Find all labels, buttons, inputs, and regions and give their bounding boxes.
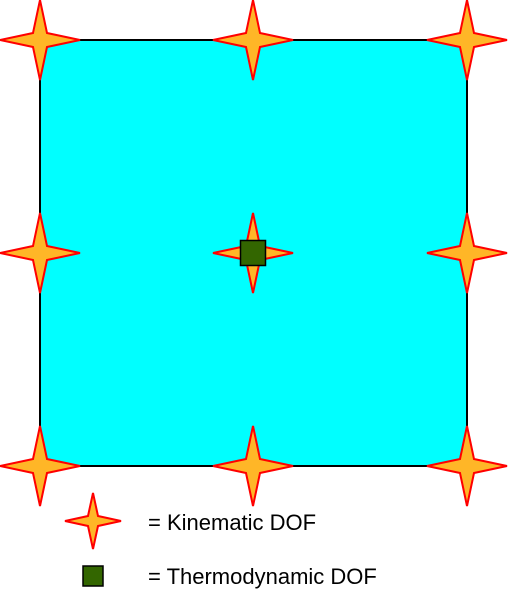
kinematic-dof-star-icon-bottom-left <box>0 425 81 507</box>
thermodynamic-dof-square-icon-center <box>239 239 267 267</box>
kinematic-dof-star-icon-bottom-middle <box>212 425 294 507</box>
kinematic-dof-star-icon-middle-left <box>0 212 81 294</box>
kinematic-dof-star-icon-middle-right <box>426 212 508 294</box>
kinematic-dof-star-icon-top-left <box>0 0 81 81</box>
legend-thermodynamic-square-icon <box>82 565 104 587</box>
thermodynamic-dof-nodes <box>239 239 267 267</box>
legend-kinematic-label: = Kinematic DOF <box>148 510 317 535</box>
legend-thermodynamic-label: = Thermodynamic DOF <box>148 564 377 589</box>
legend-icons <box>64 492 122 587</box>
kinematic-dof-star-icon-top-middle <box>212 0 294 81</box>
kinematic-dof-star-icon-top-right <box>426 0 508 81</box>
kinematic-dof-star-icon-bottom-right <box>426 425 508 507</box>
legend-kinematic-star-icon <box>64 492 122 550</box>
